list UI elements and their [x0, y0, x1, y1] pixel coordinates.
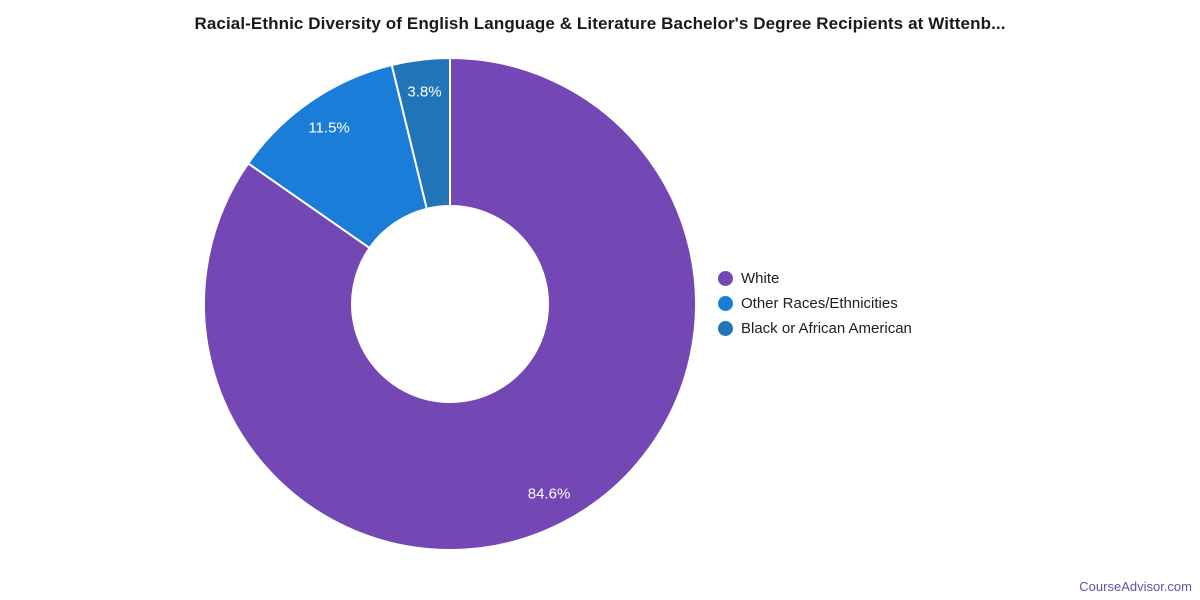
pie-slice-white[interactable] [203, 56, 697, 551]
legend: White Other Races/Ethnicities Black or A… [718, 266, 912, 341]
chart-title: Racial-Ethnic Diversity of English Langu… [194, 14, 1006, 33]
legend-label-white: White [741, 270, 780, 287]
legend-swatch-black-or-african-american [718, 321, 733, 336]
slice-value-label-white: 84.6% [528, 486, 571, 503]
slice-value-label-other-races-ethnicities: 11.5% [308, 119, 349, 136]
legend-swatch-other-races-ethnicities [718, 296, 733, 311]
pie-slice-other-races-ethnicities[interactable] [246, 63, 429, 250]
legend-label-other-races-ethnicities: Other Races/Ethnicities [741, 295, 898, 312]
legend-item-black-or-african-american: Black or African American [718, 316, 912, 341]
slice-value-label-black-or-african-american: 3.8% [407, 84, 441, 101]
courseadvisor-link[interactable]: CourseAdvisor.com [1079, 579, 1192, 594]
legend-label-black-or-african-american: Black or African American [741, 320, 912, 337]
legend-item-white: White [718, 266, 912, 291]
legend-item-other-races-ethnicities: Other Races/Ethnicities [718, 291, 912, 316]
pie-slice-black-or-african-american[interactable] [390, 56, 451, 210]
legend-swatch-white [718, 271, 733, 286]
